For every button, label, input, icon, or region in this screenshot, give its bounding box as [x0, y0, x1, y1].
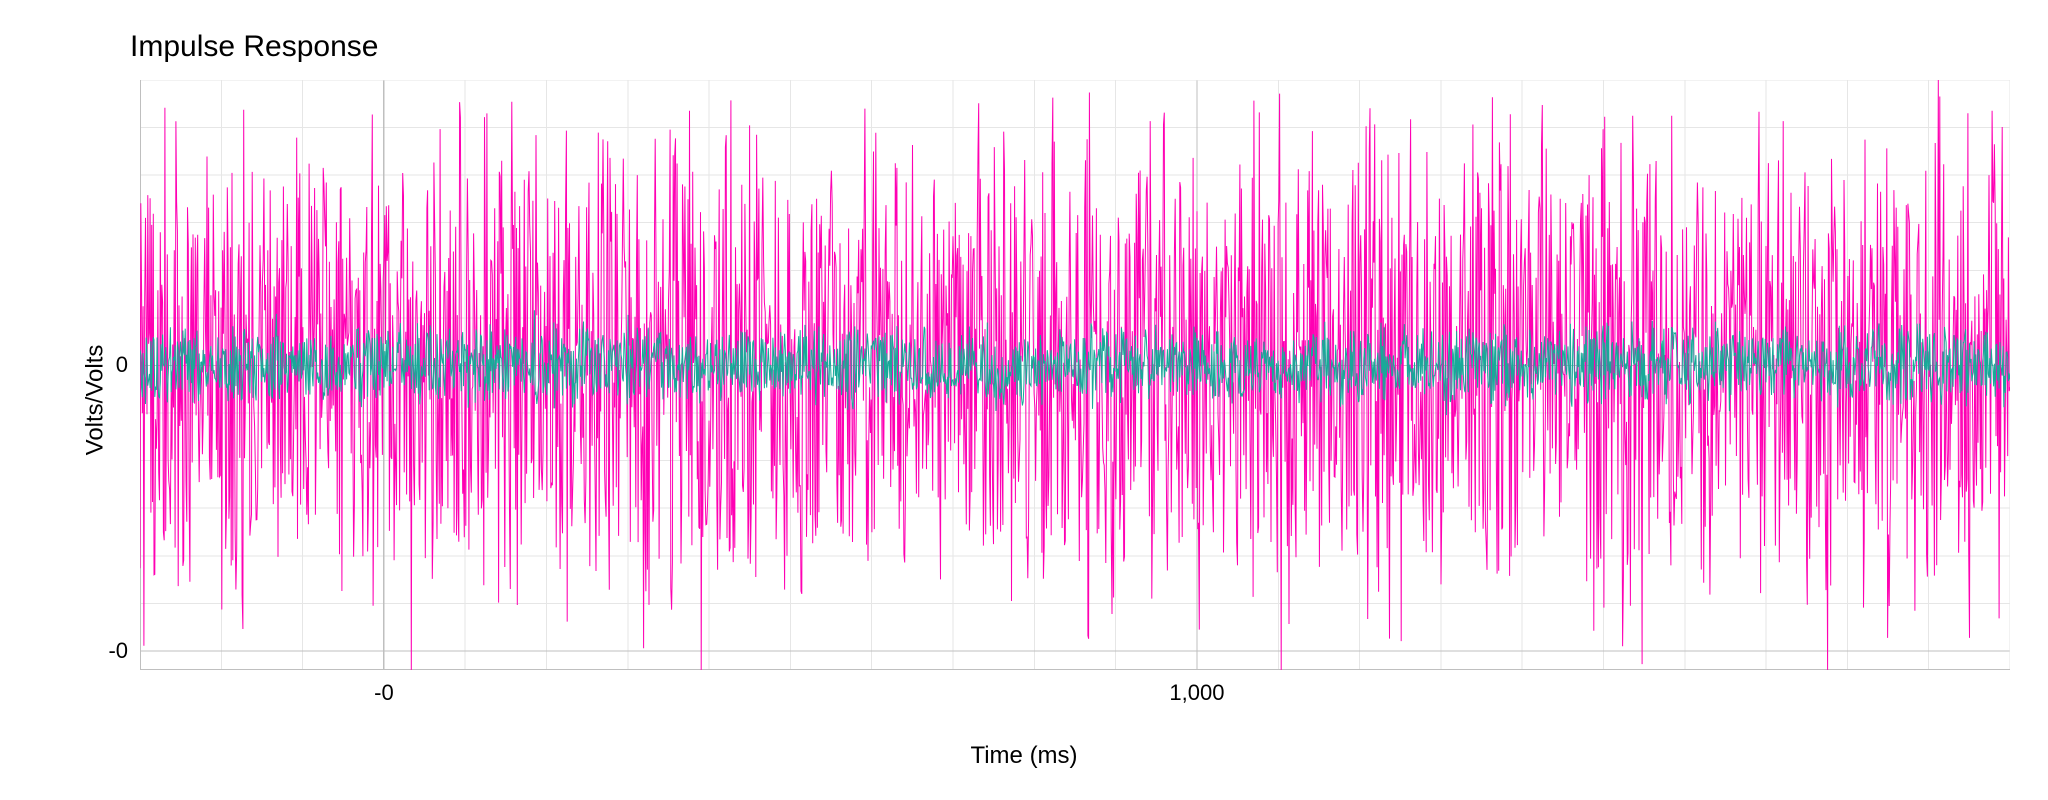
x-tick-label: -0	[374, 680, 394, 706]
x-axis-label: Time (ms)	[970, 742, 1077, 770]
impulse-response-chart: Impulse Response Volts/Volts Time (ms) 0…	[0, 0, 2048, 800]
plot-svg	[140, 80, 2010, 670]
y-tick-label: 0	[88, 352, 128, 378]
plot-area[interactable]	[140, 80, 2010, 670]
x-tick-label: 1,000	[1169, 680, 1224, 706]
y-tick-label: -0	[88, 638, 128, 664]
chart-title: Impulse Response	[130, 30, 378, 64]
